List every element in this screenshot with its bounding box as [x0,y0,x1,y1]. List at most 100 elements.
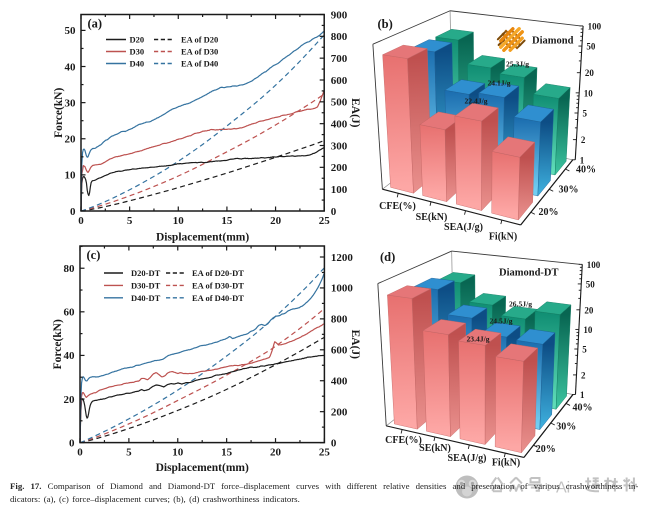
svg-text:D30-DT: D30-DT [131,280,161,290]
svg-text:D40: D40 [130,59,145,69]
svg-text:Diamond-DT: Diamond-DT [499,268,559,279]
svg-text:26.5J/g: 26.5J/g [509,300,532,309]
svg-text:0: 0 [70,206,76,218]
svg-text:40%: 40% [576,165,596,176]
svg-text:(c): (c) [87,248,101,262]
svg-text:EA(J): EA(J) [349,98,361,128]
svg-text:100: 100 [588,21,602,31]
svg-text:SEA(J/g): SEA(J/g) [444,222,483,233]
svg-text:40%: 40% [573,402,593,413]
svg-text:15: 15 [221,215,233,227]
svg-text:EA of D40-DT: EA of D40-DT [192,293,244,303]
svg-text:100: 100 [331,184,348,196]
svg-text:EA of D40: EA of D40 [181,59,218,69]
svg-text:30%: 30% [559,185,579,196]
svg-text:EA of D20: EA of D20 [181,35,218,45]
svg-text:(d): (d) [380,250,395,264]
svg-text:80: 80 [64,263,76,275]
svg-text:D20: D20 [130,35,145,45]
svg-text:1000: 1000 [331,283,354,295]
svg-text:100: 100 [587,260,601,270]
svg-text:30%: 30% [556,421,576,432]
svg-text:0: 0 [331,206,337,218]
svg-text:Diamond: Diamond [532,36,574,47]
svg-text:1: 1 [580,390,585,400]
svg-text:D40-DT: D40-DT [131,293,161,303]
svg-text:Ai: Ai [556,480,570,497]
svg-text:EA of D30: EA of D30 [181,47,218,57]
svg-text:500: 500 [331,97,348,109]
svg-text:40: 40 [64,350,76,362]
svg-text:900: 900 [331,9,348,21]
svg-text:Displacement(mm): Displacement(mm) [156,232,249,244]
svg-text:50: 50 [586,42,596,52]
svg-text::: : [546,478,551,494]
svg-text:20: 20 [270,446,282,458]
svg-text:2: 2 [581,135,586,145]
svg-text:700: 700 [331,53,348,65]
svg-text:5: 5 [127,215,133,227]
svg-text:(a): (a) [88,17,103,31]
svg-text:Displacement(mm): Displacement(mm) [156,462,249,474]
svg-text:20%: 20% [539,207,559,218]
svg-text:30: 30 [65,97,77,109]
svg-text:10: 10 [583,325,593,335]
svg-text:20: 20 [584,305,594,315]
svg-text:0: 0 [331,437,337,449]
svg-text:50: 50 [586,279,596,289]
svg-text:600: 600 [331,75,348,87]
svg-text:20: 20 [64,394,76,406]
svg-text:SE(kN): SE(kN) [416,212,448,223]
svg-text:CFE(%): CFE(%) [379,201,416,212]
svg-text:SE(kN): SE(kN) [419,443,451,454]
svg-text:0: 0 [69,437,75,449]
svg-text:EA of D30-DT: EA of D30-DT [192,280,244,290]
svg-text:800: 800 [331,31,348,43]
svg-text:25: 25 [319,215,331,227]
svg-text:1200: 1200 [331,252,354,264]
svg-text:0: 0 [77,446,83,458]
svg-text:10: 10 [584,88,594,98]
svg-text:EA of D20-DT: EA of D20-DT [192,268,244,278]
svg-text:10: 10 [172,446,184,458]
svg-text:10: 10 [173,215,185,227]
svg-text:200: 200 [331,162,348,174]
svg-text:CFE(%): CFE(%) [385,435,422,446]
svg-text:0: 0 [78,215,84,227]
svg-text:20: 20 [65,134,77,146]
svg-text:40: 40 [65,61,77,73]
svg-text:400: 400 [331,376,348,388]
svg-text:24.1J/g: 24.1J/g [488,79,511,88]
svg-text:2: 2 [581,370,586,380]
svg-text:Force(kN): Force(kN) [52,319,64,369]
svg-text:20: 20 [585,68,595,78]
svg-text:D20-DT: D20-DT [131,268,161,278]
svg-text:5: 5 [583,109,588,119]
svg-text:25: 25 [319,446,331,458]
svg-text:(b): (b) [378,17,393,31]
svg-text:20: 20 [270,215,282,227]
svg-text:300: 300 [331,140,348,152]
svg-text:22.4J/g: 22.4J/g [465,97,488,106]
svg-text:15: 15 [221,446,233,458]
svg-text:800: 800 [331,314,348,326]
svg-text:Force(kN): Force(kN) [53,88,65,138]
svg-text:EA(J): EA(J) [349,330,361,360]
svg-text:SEA(J/g): SEA(J/g) [448,453,487,464]
svg-text:D30: D30 [130,47,145,57]
svg-text:24.5J/g: 24.5J/g [490,317,513,326]
svg-text:5: 5 [582,345,587,355]
svg-text:5: 5 [126,446,132,458]
svg-text:50: 50 [65,25,77,37]
svg-text:1: 1 [580,155,585,165]
svg-text:600: 600 [331,345,348,357]
svg-text:23.4J/g: 23.4J/g [467,335,490,344]
svg-text:200: 200 [331,407,348,419]
svg-text:Fi(kN): Fi(kN) [492,457,520,468]
svg-text:400: 400 [331,119,348,131]
svg-text:Fi(kN): Fi(kN) [489,232,517,243]
svg-text:10: 10 [65,170,77,182]
svg-text:20%: 20% [536,444,556,455]
svg-text:25.3J/g: 25.3J/g [506,60,529,69]
svg-text:60: 60 [64,307,76,319]
